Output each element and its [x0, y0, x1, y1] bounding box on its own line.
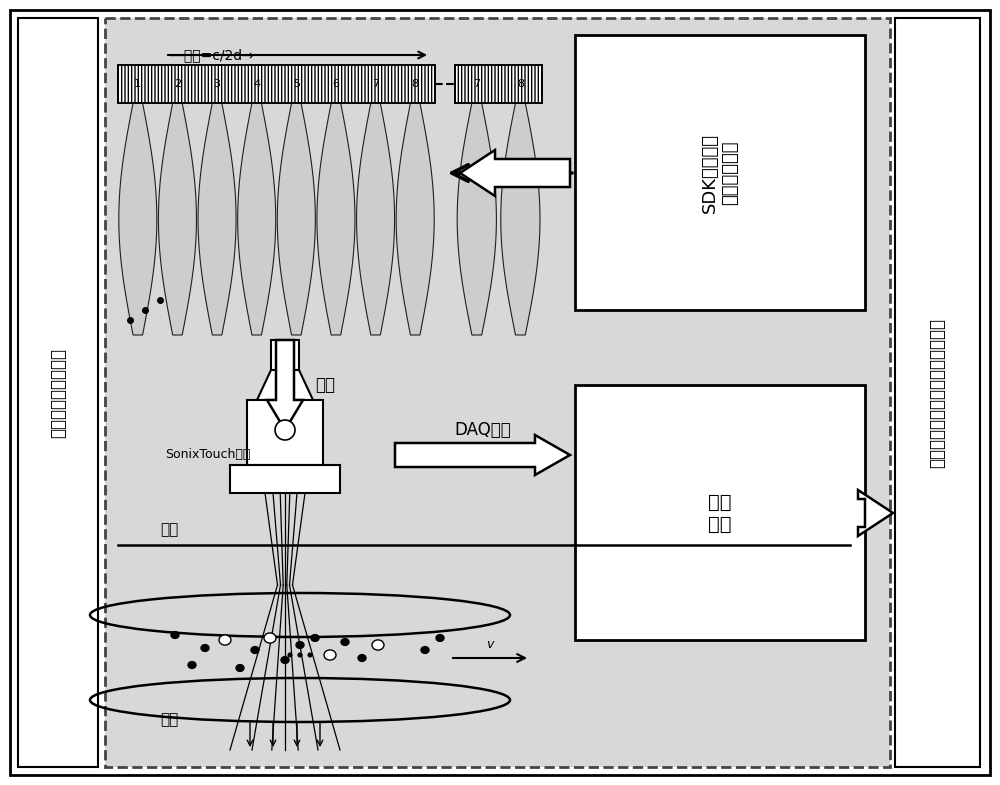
Text: 5: 5	[293, 79, 300, 89]
Text: 4: 4	[253, 79, 260, 89]
FancyBboxPatch shape	[895, 18, 980, 767]
Ellipse shape	[251, 647, 259, 653]
FancyArrow shape	[858, 490, 893, 536]
FancyBboxPatch shape	[105, 18, 890, 767]
Ellipse shape	[236, 665, 244, 671]
Text: 3: 3	[214, 79, 221, 89]
Polygon shape	[501, 103, 540, 335]
Polygon shape	[238, 103, 276, 335]
FancyArrow shape	[395, 435, 570, 475]
Ellipse shape	[188, 662, 196, 668]
Polygon shape	[158, 103, 196, 335]
FancyBboxPatch shape	[247, 400, 323, 465]
Ellipse shape	[281, 656, 289, 663]
Ellipse shape	[308, 653, 312, 657]
Ellipse shape	[171, 632, 179, 638]
Ellipse shape	[296, 641, 304, 648]
Text: 前端发射与采集模块: 前端发射与采集模块	[49, 348, 67, 438]
FancyArrow shape	[460, 150, 570, 196]
FancyBboxPatch shape	[118, 65, 435, 103]
Ellipse shape	[288, 653, 292, 657]
Text: 皮肤: 皮肤	[160, 523, 178, 538]
Text: 1: 1	[134, 79, 141, 89]
Ellipse shape	[275, 420, 295, 440]
FancyBboxPatch shape	[18, 18, 98, 767]
Polygon shape	[119, 103, 157, 335]
Ellipse shape	[298, 653, 302, 657]
Text: DAQ接收: DAQ接收	[455, 421, 511, 439]
Text: 6: 6	[332, 79, 339, 89]
Text: v: v	[486, 638, 494, 652]
Polygon shape	[277, 103, 315, 335]
Polygon shape	[198, 103, 236, 335]
Text: 7: 7	[473, 79, 480, 89]
Ellipse shape	[219, 635, 231, 645]
Ellipse shape	[341, 639, 349, 645]
FancyBboxPatch shape	[455, 65, 542, 103]
FancyBboxPatch shape	[271, 340, 299, 370]
Text: 7: 7	[372, 79, 379, 89]
Polygon shape	[457, 103, 496, 335]
Ellipse shape	[311, 634, 319, 641]
FancyBboxPatch shape	[10, 10, 990, 775]
Text: SonixTouch探头: SonixTouch探头	[165, 448, 250, 462]
Polygon shape	[257, 370, 313, 400]
Ellipse shape	[436, 634, 444, 641]
Text: 局部脉搏波速估计的信号处理模块: 局部脉搏波速估计的信号处理模块	[928, 318, 946, 468]
Polygon shape	[357, 103, 395, 335]
Text: 血管: 血管	[160, 713, 178, 728]
Ellipse shape	[372, 640, 384, 650]
FancyArrow shape	[267, 340, 303, 430]
Text: 波束
合成: 波束 合成	[708, 492, 732, 534]
Polygon shape	[317, 103, 355, 335]
Text: 8: 8	[517, 79, 524, 89]
FancyBboxPatch shape	[575, 385, 865, 640]
Text: SDK编程控制
探头发射序列: SDK编程控制 探头发射序列	[701, 133, 739, 213]
Text: 发射: 发射	[315, 376, 335, 394]
Text: 2: 2	[174, 79, 181, 89]
FancyBboxPatch shape	[575, 35, 865, 310]
Ellipse shape	[324, 650, 336, 660]
Ellipse shape	[201, 644, 209, 652]
Ellipse shape	[421, 647, 429, 653]
Ellipse shape	[264, 633, 276, 643]
Text: 8: 8	[412, 79, 419, 89]
FancyBboxPatch shape	[230, 465, 340, 493]
Ellipse shape	[358, 655, 366, 662]
Text: ―帧率=c/2d→: ―帧率=c/2d→	[170, 48, 254, 62]
Polygon shape	[396, 103, 434, 335]
